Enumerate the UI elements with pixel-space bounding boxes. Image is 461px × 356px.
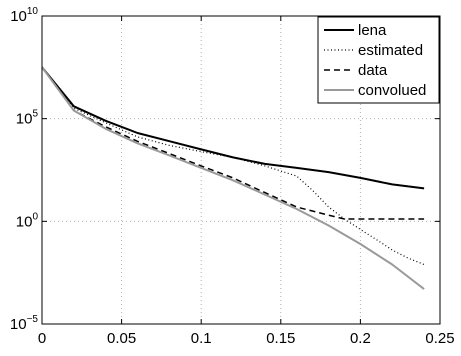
axis-ticks [41,15,441,325]
x-tick-label: 0.1 [191,330,212,347]
x-tick-labels: 0 0.05 0.1 0.15 0.2 0.25 [38,330,455,347]
axes-box [41,15,441,325]
y-tick-label: 10−5 [10,314,39,333]
x-tick-label: 0 [38,330,46,347]
legend-label-convolued: convolued [358,82,426,99]
legend-label-data: data [358,62,388,79]
y-tick-label: 1010 [10,6,38,25]
y-tick-label: 105 [16,109,39,128]
legend-box [317,16,440,104]
series-lines [41,66,425,290]
x-tick-label: 0.2 [350,330,371,347]
y-tick-label: 100 [16,211,39,230]
legend-label-lena: lena [358,22,387,39]
x-tick-label: 0.15 [266,330,295,347]
series-line-data [41,66,425,220]
y-tick-labels: 10−5 100 105 1010 [10,6,39,333]
legend-label-estimated: estimated [358,42,423,59]
x-tick-label: 0.25 [425,330,454,347]
series-line-lena [41,66,425,190]
x-tick-label: 0.05 [107,330,136,347]
series-line-convolued [41,66,425,290]
legend: lena estimated data convolued [317,16,440,104]
